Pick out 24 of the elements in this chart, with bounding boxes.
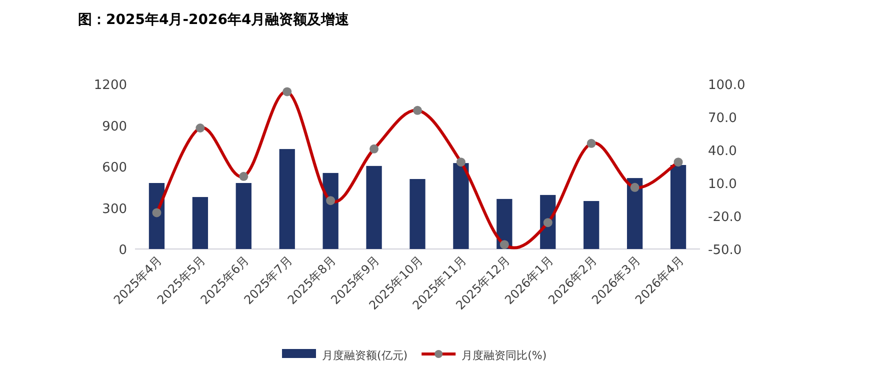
bar xyxy=(670,164,686,249)
bar xyxy=(279,149,295,249)
y2-tick-label: 100.0 xyxy=(708,78,746,93)
y-tick-label: 600 xyxy=(102,160,127,176)
y-tick-label: 900 xyxy=(102,119,127,134)
bar xyxy=(192,197,208,249)
bar xyxy=(453,163,469,249)
bar xyxy=(366,166,382,249)
y2-tick-label: 70.0 xyxy=(708,111,737,126)
bar xyxy=(236,183,252,249)
y2-tick-label: -20.0 xyxy=(708,210,742,225)
y2-tick-label: 10.0 xyxy=(708,177,737,192)
y-tick-label: 1200 xyxy=(94,78,127,93)
bar xyxy=(584,201,600,249)
chart-title: 图：2025年4月-2026年4月融资额及增速 xyxy=(78,11,350,28)
bar xyxy=(626,178,643,249)
bar xyxy=(410,179,426,249)
legend-label: 月度融资同比(%) xyxy=(462,349,547,362)
y-tick-label: 300 xyxy=(102,202,127,217)
y2-tick-label: 40.0 xyxy=(708,144,737,159)
y-tick-label: 0 xyxy=(118,243,127,258)
legend-label: 月度融资额(亿元) xyxy=(322,349,408,362)
bar xyxy=(322,172,338,249)
y2-tick-label: -50.0 xyxy=(708,243,742,258)
